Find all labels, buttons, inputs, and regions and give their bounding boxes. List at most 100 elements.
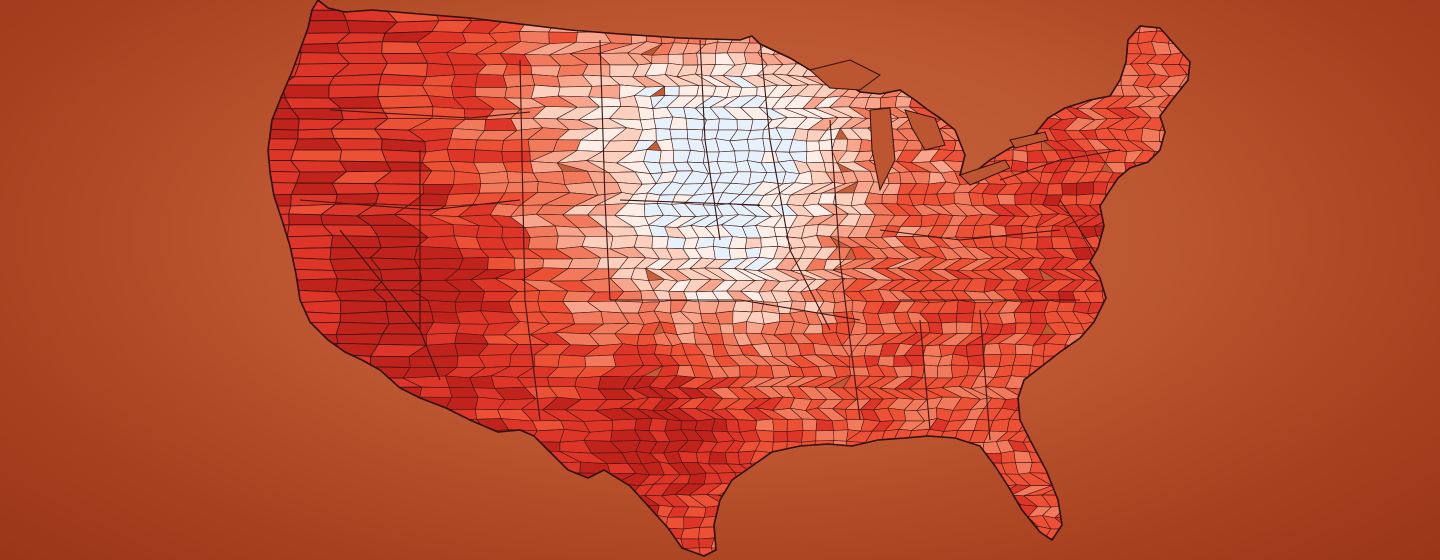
county-region — [1138, 203, 1158, 216]
county-region — [527, 484, 567, 497]
county-region — [871, 19, 906, 34]
county-region — [336, 41, 383, 54]
county-region — [1116, 289, 1138, 301]
county-region — [793, 495, 818, 508]
county-region — [836, 472, 859, 484]
county-region — [1193, 139, 1220, 151]
county-region — [1091, 20, 1115, 34]
county-region — [943, 472, 971, 487]
county-region — [295, 429, 342, 443]
county-region — [1146, 386, 1166, 400]
county-region — [1149, 343, 1176, 357]
county-region — [268, 483, 297, 497]
county-region — [1101, 311, 1123, 325]
county-region — [1185, 171, 1190, 184]
county-region — [727, 527, 751, 540]
county-region — [1066, 429, 1096, 443]
county-region — [947, 31, 967, 44]
county-region — [1112, 310, 1138, 325]
county-region — [340, 409, 391, 422]
county-region — [1090, 333, 1117, 346]
county-region — [643, 149, 662, 164]
county-region — [630, 19, 656, 33]
county-region — [1091, 536, 1113, 551]
county-region — [431, 311, 461, 325]
county-region — [1061, 182, 1078, 196]
county-region — [1148, 452, 1168, 464]
county-region — [732, 300, 754, 313]
county-region — [1064, 20, 1087, 34]
county-region — [1176, 96, 1190, 110]
county-region — [691, 0, 717, 12]
county-region — [669, 548, 686, 556]
county-region — [919, 482, 957, 497]
county-region — [284, 353, 329, 367]
county-region — [1033, 19, 1057, 34]
county-region — [920, 505, 945, 518]
county-region — [1171, 407, 1190, 422]
county-region — [376, 495, 431, 508]
county-region — [906, 482, 944, 497]
county-region — [469, 375, 496, 389]
county-region — [1201, 376, 1220, 386]
county-region — [786, 429, 804, 443]
county-region — [1206, 302, 1230, 313]
county-region — [1203, 398, 1221, 409]
county-region — [1006, 84, 1031, 98]
great-lake — [1009, 131, 1049, 149]
great-lake — [808, 59, 881, 91]
county-region — [1205, 65, 1230, 76]
county-region — [333, 537, 399, 551]
county-region — [1185, 439, 1190, 453]
county-region — [666, 236, 687, 250]
county-region — [1096, 269, 1128, 281]
county-region — [738, 537, 762, 550]
county-region — [846, 537, 877, 551]
county-region — [637, 9, 672, 23]
county-region — [422, 74, 456, 87]
county-region — [561, 537, 602, 550]
county-region — [268, 472, 303, 486]
county-region — [892, 536, 922, 552]
county-region — [1156, 257, 1188, 271]
county-region — [786, 418, 804, 432]
county-region — [984, 504, 1008, 519]
county-region — [325, 375, 373, 388]
county-region — [1187, 504, 1190, 519]
county-region — [935, 505, 962, 518]
county-region — [475, 73, 508, 88]
county-region — [1060, 462, 1078, 475]
county-region — [1210, 183, 1230, 195]
county-region — [874, 9, 921, 23]
county-region — [853, 30, 873, 45]
county-region — [386, 419, 433, 431]
county-region — [938, 525, 962, 540]
county-region — [1151, 472, 1174, 486]
county-region — [1156, 549, 1174, 556]
county-region — [557, 86, 593, 98]
county-region — [1046, 419, 1068, 432]
county-region — [1002, 52, 1031, 66]
county-region — [1213, 323, 1230, 334]
county-region — [1013, 0, 1031, 12]
county-region — [881, 194, 899, 205]
county-region — [906, 493, 930, 508]
county-region — [1116, 280, 1138, 291]
county-region — [1210, 247, 1230, 259]
county-region — [1216, 377, 1230, 388]
county-region — [329, 451, 378, 465]
county-region — [1065, 547, 1084, 556]
county-region — [1186, 474, 1190, 486]
county-region — [834, 42, 860, 56]
county-region — [804, 528, 823, 541]
county-region — [738, 548, 763, 556]
county-region — [1135, 473, 1162, 486]
county-region — [713, 246, 731, 260]
county-region — [1200, 333, 1218, 346]
county-region — [268, 409, 298, 421]
county-region — [1020, 106, 1045, 118]
county-region — [340, 107, 389, 121]
county-region — [1063, 344, 1078, 357]
county-region — [1117, 536, 1142, 551]
county-region — [669, 116, 688, 130]
